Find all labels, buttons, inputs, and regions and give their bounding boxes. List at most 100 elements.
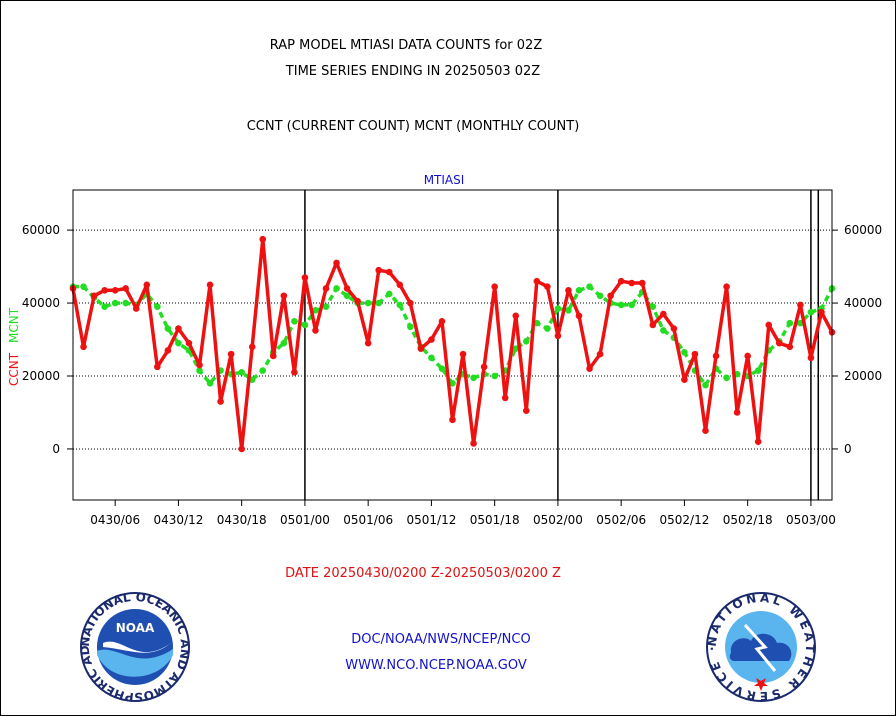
ccnt-point	[607, 292, 614, 300]
mcnt-point	[111, 299, 119, 307]
mcnt-point	[343, 292, 351, 300]
mcnt-point	[238, 369, 245, 376]
mcnt-point	[291, 317, 298, 325]
mcnt-point	[544, 325, 551, 332]
y-tick-label-left: 20000	[22, 369, 60, 383]
mcnt-point	[554, 305, 562, 312]
mcnt-point	[312, 307, 319, 314]
ccnt-point	[301, 274, 309, 281]
ccnt-point	[459, 350, 467, 358]
y-tick-label-left: 40000	[22, 296, 60, 310]
mcnt-point	[333, 285, 340, 292]
mcnt-point	[786, 319, 794, 327]
plot-border	[72, 189, 833, 501]
y-label-ccnt: CCNT	[7, 352, 21, 386]
mcnt-point	[164, 325, 172, 332]
y-tick-label-right: 60000	[844, 223, 882, 237]
ccnt-point	[154, 363, 161, 371]
mcnt-point	[175, 339, 182, 347]
y-tick-label-left: 60000	[22, 223, 60, 237]
ccnt-point	[291, 369, 298, 376]
ccnt-point	[670, 325, 678, 332]
ccnt-point	[617, 277, 625, 285]
chart-subtitle: CCNT (CURRENT COUNT) MCNT (MONTHLY COUNT…	[246, 119, 580, 134]
website-link[interactable]: WWW.NCO.NCEP.NOAA.GOV	[345, 658, 527, 673]
ccnt-point	[280, 292, 288, 300]
ccnt-point	[111, 286, 119, 294]
ccnt-point	[586, 365, 593, 373]
ccnt-point	[364, 339, 372, 347]
mcnt-point	[122, 299, 130, 307]
y-tick-label-left: 0	[52, 442, 60, 456]
noaa-logo: NATIONAL OCEANIC AND ATMOSPHERIC ADMINIS…	[79, 591, 191, 703]
ccnt-point	[164, 347, 172, 354]
mcnt-point	[596, 292, 604, 300]
ccnt-point	[786, 343, 794, 351]
ccnt-point	[333, 259, 340, 267]
mcnt-point	[807, 308, 815, 316]
ccnt-point	[438, 317, 446, 325]
ccnt-point	[723, 283, 730, 290]
mcnt-point	[702, 381, 709, 389]
ccnt-point	[185, 339, 193, 347]
ccnt-point	[807, 354, 815, 362]
x-tick-label: 0502/18	[723, 513, 773, 527]
y-label-mcnt: MCNT	[7, 307, 21, 343]
ccnt-point	[596, 350, 604, 358]
ccnt-point	[417, 345, 425, 352]
mcnt-point	[375, 299, 383, 307]
x-tick-label: 0501/00	[280, 513, 330, 527]
ccnt-point	[470, 440, 477, 447]
mcnt-point	[565, 307, 572, 314]
ccnt-point	[322, 285, 330, 292]
mcnt-point	[628, 301, 636, 309]
org-label: DOC/NOAA/NWS/NCEP/NCO	[351, 632, 531, 647]
ccnt-point	[343, 285, 351, 292]
ccnt-point	[227, 350, 235, 358]
y-tick-label-right: 0	[844, 442, 852, 456]
ccnt-point	[312, 327, 319, 334]
ccnt-point	[143, 281, 151, 289]
ccnt-point	[449, 416, 456, 424]
ccnt-point	[544, 283, 551, 290]
x-tick-label: 0502/12	[659, 513, 709, 527]
mcnt-point	[259, 367, 267, 374]
ccnt-point	[206, 281, 214, 289]
ccnt-point	[681, 376, 688, 383]
mcnt-point	[586, 283, 593, 290]
x-tick-label: 0501/06	[343, 513, 393, 527]
mcnt-point	[80, 283, 87, 290]
ccnt-point	[691, 350, 699, 358]
ccnt-point	[238, 445, 245, 453]
y-tick-label-right: 20000	[844, 369, 882, 383]
mcnt-point	[575, 286, 583, 294]
ccnt-point	[702, 427, 709, 435]
mcnt-point	[280, 339, 288, 347]
ccnt-point	[712, 352, 720, 360]
ccnt-point	[765, 321, 773, 329]
ccnt-point	[385, 268, 393, 276]
ccnt-point	[501, 394, 509, 402]
chart-title-line2: TIME SERIES ENDING IN 20250503 02Z	[285, 64, 541, 79]
mcnt-point	[723, 374, 730, 382]
x-tick-label: 0502/06	[596, 513, 646, 527]
ccnt-point	[480, 363, 488, 371]
ccnt-point	[354, 297, 361, 305]
mcnt-point	[491, 372, 498, 380]
y-tick-label-right: 40000	[844, 296, 882, 310]
chart-title-line1: RAP MODEL MTIASI DATA COUNTS for 02Z	[269, 38, 543, 53]
mcnt-point	[206, 379, 214, 387]
mcnt-point	[470, 374, 477, 382]
mcnt-point	[322, 303, 330, 311]
mcnt-point	[301, 321, 309, 329]
ccnt-point	[649, 321, 657, 329]
ccnt-point	[196, 361, 203, 369]
mcnt-point	[438, 365, 446, 373]
mcnt-point	[101, 303, 108, 311]
x-tick-label: 0501/12	[406, 513, 456, 527]
time-series-chart: 0 0 20000 20000 40000 40000 60000 60000 0430/06…	[7, 173, 882, 527]
ccnt-point	[744, 352, 751, 360]
x-tick-label: 0430/18	[217, 513, 267, 527]
ccnt-point	[132, 305, 140, 312]
mcnt-point	[754, 367, 762, 374]
